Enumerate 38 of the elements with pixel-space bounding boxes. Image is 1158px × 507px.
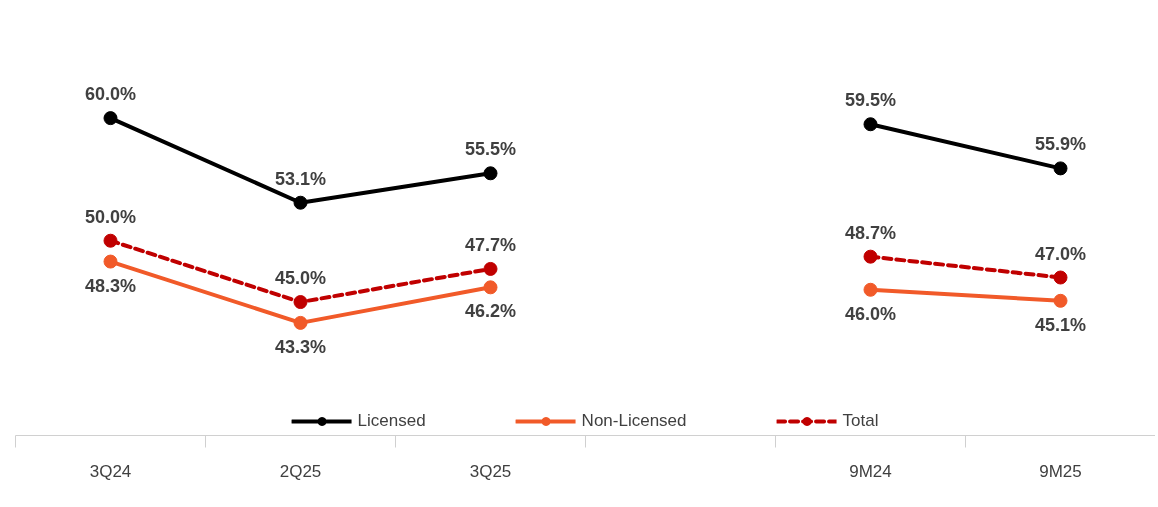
- data-label: 48.7%: [844, 222, 897, 243]
- data-label: 45.0%: [274, 268, 327, 289]
- point: [863, 249, 878, 264]
- point: [103, 111, 118, 126]
- x-tick-label: 3Q24: [89, 461, 132, 481]
- point: [1053, 293, 1068, 308]
- data-label: 46.0%: [844, 303, 897, 324]
- point: [863, 117, 878, 132]
- point: [1053, 270, 1068, 285]
- x-tick-label: 2Q25: [279, 461, 322, 481]
- x-tick-label: 3Q25: [469, 461, 512, 481]
- point: [1053, 161, 1068, 176]
- data-label: 53.1%: [274, 168, 327, 189]
- point: [293, 295, 308, 310]
- point: [293, 315, 308, 330]
- point: [483, 166, 498, 181]
- x-tick-label: 9M24: [849, 461, 892, 481]
- point: [293, 195, 308, 210]
- data-label: 45.1%: [1034, 314, 1087, 335]
- point: [103, 254, 118, 269]
- data-label: 43.3%: [274, 336, 327, 357]
- point: [863, 282, 878, 297]
- point: [483, 261, 498, 276]
- data-label: 55.9%: [1034, 134, 1087, 155]
- legend-label: Non-Licensed: [581, 411, 687, 431]
- data-label: 50.0%: [84, 206, 137, 227]
- legend-label: Total: [842, 411, 879, 431]
- data-label: 60.0%: [84, 84, 137, 105]
- data-label: 46.2%: [464, 301, 517, 322]
- legend-label: Licensed: [357, 411, 426, 431]
- data-label: 47.0%: [1034, 243, 1087, 264]
- point: [483, 280, 498, 295]
- x-tick-label: 9M25: [1039, 461, 1082, 481]
- data-label: 59.5%: [844, 90, 897, 111]
- data-label: 47.7%: [464, 234, 517, 255]
- point: [103, 233, 118, 248]
- data-label: 48.3%: [84, 275, 137, 296]
- data-label: 55.5%: [464, 139, 517, 160]
